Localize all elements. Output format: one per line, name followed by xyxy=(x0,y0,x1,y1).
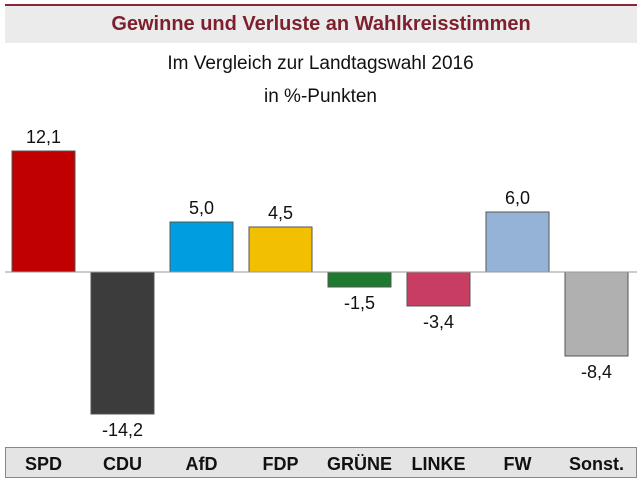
category-label: Sonst. xyxy=(569,454,624,474)
category-label: SPD xyxy=(25,454,62,474)
data-label: 12,1 xyxy=(26,127,61,147)
chart-title: Gewinne und Verluste an Wahlkreisstimmen xyxy=(111,13,531,35)
chart-subtitle-line-1: Im Vergleich zur Landtagswahl 2016 xyxy=(167,53,474,74)
category-label: FW xyxy=(504,454,532,474)
category-label: LINKE xyxy=(412,454,466,474)
data-label: 6,0 xyxy=(505,188,530,208)
data-label: 4,5 xyxy=(268,203,293,223)
category-axis-band xyxy=(5,447,637,478)
bar-cdu xyxy=(90,271,155,415)
category-label: GRÜNE xyxy=(327,454,392,474)
bar-sonst xyxy=(564,271,629,357)
data-label: -1,5 xyxy=(344,293,375,313)
chart-subtitle-line-2: in %-Punkten xyxy=(263,86,377,107)
category-label: FDP xyxy=(263,454,299,474)
data-label: -3,4 xyxy=(423,312,454,332)
data-label: 5,0 xyxy=(189,198,214,218)
bar-fw xyxy=(485,211,550,273)
data-label: -14,2 xyxy=(102,420,143,440)
category-label: CDU xyxy=(103,454,142,474)
header-accent-line xyxy=(5,4,637,6)
chart-header: Gewinne und Verluste an Wahlkreisstimmen xyxy=(5,6,637,43)
category-label: AfD xyxy=(186,454,218,474)
data-label: -8,4 xyxy=(581,362,612,382)
